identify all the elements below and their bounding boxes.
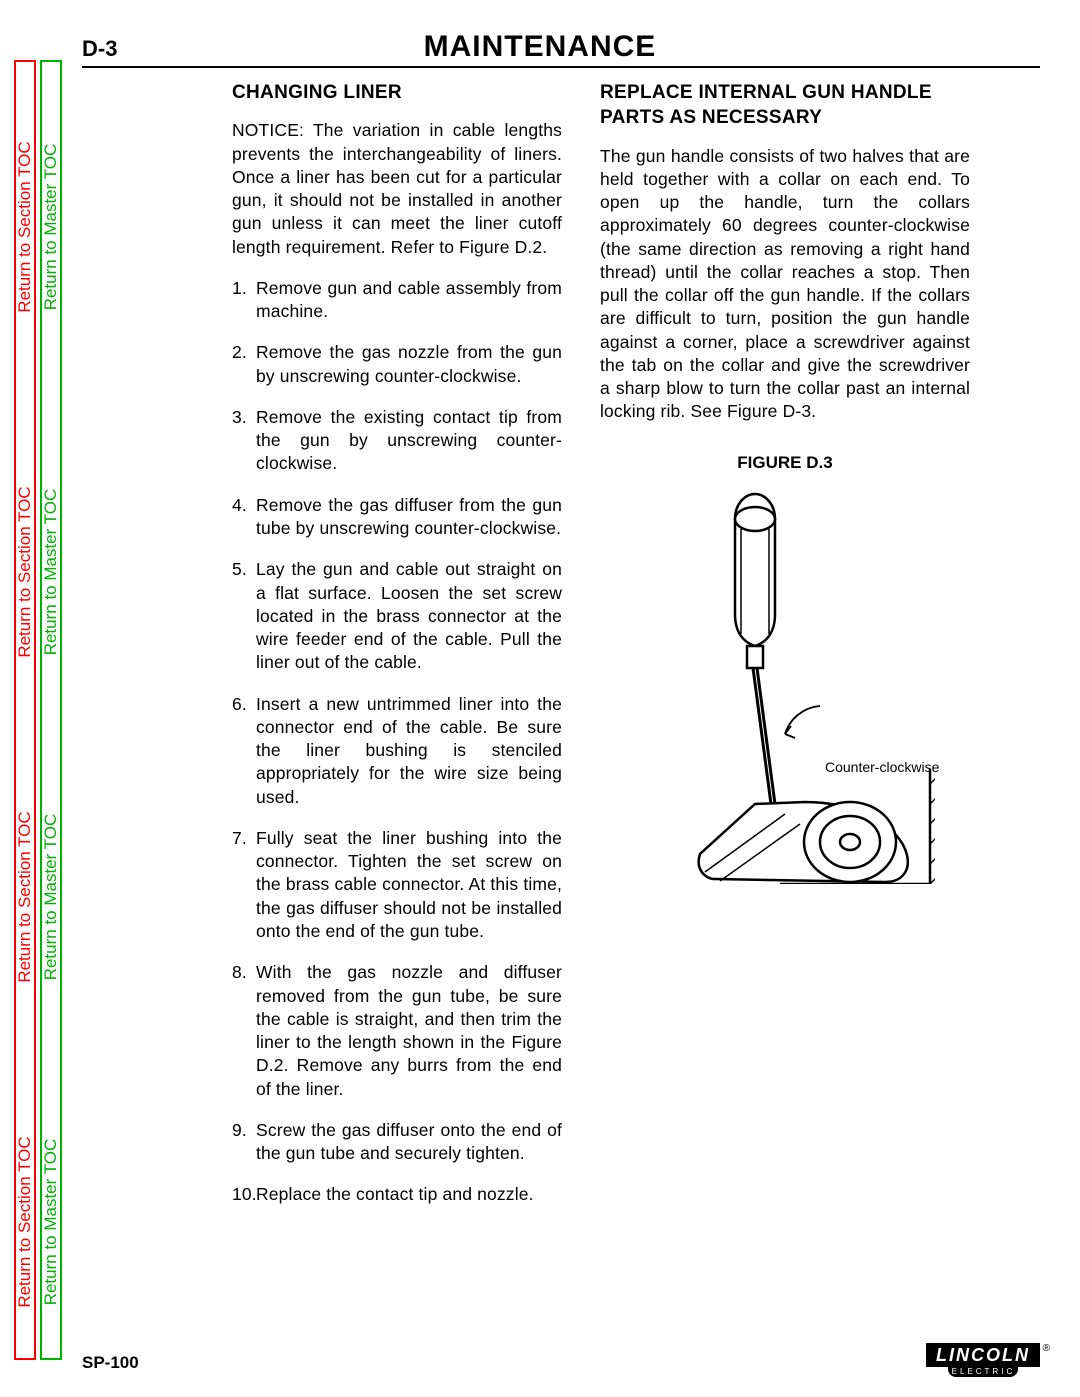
- section-toc-ribbon[interactable]: Return to Section TOC Return to Section …: [14, 60, 36, 1360]
- master-toc-link-3[interactable]: Return to Master TOC: [41, 489, 61, 656]
- page: Return to Section TOC Return to Section …: [0, 0, 1080, 1397]
- step-item: Remove gun and cable assembly from machi…: [232, 277, 562, 324]
- section-toc-link-3[interactable]: Return to Section TOC: [15, 486, 35, 657]
- figure-caption: Counter-clockwise: [825, 758, 939, 777]
- master-toc-link-4[interactable]: Return to Master TOC: [41, 144, 61, 311]
- title-rule: [82, 66, 1040, 68]
- step-item: Lay the gun and cable out straight on a …: [232, 558, 562, 674]
- master-toc-ribbon[interactable]: Return to Master TOC Return to Master TO…: [40, 60, 62, 1360]
- registered-mark: ®: [1043, 1343, 1050, 1354]
- right-column: REPLACE INTERNAL GUN HANDLE PARTS AS NEC…: [600, 80, 970, 884]
- page-title: MAINTENANCE: [0, 30, 1080, 64]
- master-toc-link-1[interactable]: Return to Master TOC: [41, 1139, 61, 1306]
- logo-sub-text: ELECTRIC: [948, 1367, 1019, 1377]
- section-toc-link-4[interactable]: Return to Section TOC: [15, 141, 35, 312]
- left-column: CHANGING LINER NOTICE: The variation in …: [232, 80, 562, 1225]
- step-item: Screw the gas diffuser onto the end of t…: [232, 1119, 562, 1166]
- step-item: Remove the existing contact tip from the…: [232, 406, 562, 476]
- figure-d3-illustration: [635, 484, 935, 884]
- section-toc-link-1[interactable]: Return to Section TOC: [15, 1136, 35, 1307]
- logo-main-text: LINCOLN: [926, 1343, 1040, 1367]
- changing-liner-steps: Remove gun and cable assembly from machi…: [232, 277, 562, 1207]
- step-item: Insert a new untrimmed liner into the co…: [232, 693, 562, 809]
- step-item: Fully seat the liner bushing into the co…: [232, 827, 562, 943]
- step-item: Remove the gas diffuser from the gun tub…: [232, 494, 562, 541]
- lincoln-electric-logo: ® LINCOLN ELECTRIC: [926, 1343, 1040, 1377]
- footer-model: SP-100: [82, 1353, 139, 1373]
- changing-liner-notice: NOTICE: The variation in cable lengths p…: [232, 119, 562, 259]
- step-item: With the gas nozzle and diffuser removed…: [232, 961, 562, 1101]
- changing-liner-heading: CHANGING LINER: [232, 80, 562, 105]
- replace-handle-body: The gun handle consists of two halves th…: [600, 145, 970, 424]
- step-item: Remove the gas nozzle from the gun by un…: [232, 341, 562, 388]
- section-toc-link-2[interactable]: Return to Section TOC: [15, 811, 35, 982]
- replace-handle-heading: REPLACE INTERNAL GUN HANDLE PARTS AS NEC…: [600, 80, 970, 131]
- figure-label: FIGURE D.3: [600, 452, 970, 475]
- master-toc-link-2[interactable]: Return to Master TOC: [41, 814, 61, 981]
- step-item: Replace the contact tip and nozzle.: [232, 1183, 562, 1206]
